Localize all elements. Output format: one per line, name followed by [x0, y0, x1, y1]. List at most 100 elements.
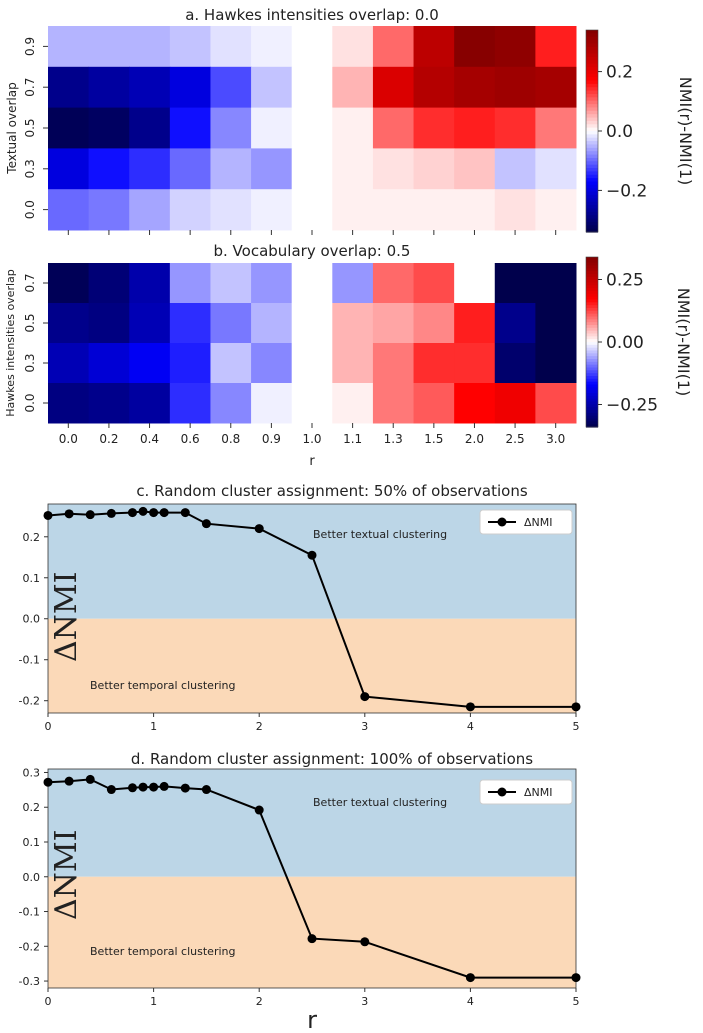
heatmap-cell: [372, 66, 415, 109]
colorbar-segment: [586, 87, 598, 92]
colorbar-segment: [586, 124, 598, 129]
colorbar-segment: [586, 73, 598, 78]
heatmap-cell: [535, 343, 577, 384]
colorbar-segment: [586, 387, 598, 391]
heatmap-cell: [372, 303, 415, 344]
y-tick-label: 0.3: [23, 353, 37, 372]
colorbar-segment: [586, 56, 598, 61]
colorbar-segment: [586, 46, 598, 51]
colorbar-segment: [586, 381, 598, 386]
legend-label: ΔNMI: [524, 516, 553, 529]
heatmap-cell: [48, 303, 90, 344]
x-tick-label: 5: [573, 995, 580, 1008]
heatmap-cell: [332, 148, 374, 190]
colorbar-segment: [586, 141, 598, 146]
heatmap-cell: [494, 148, 536, 190]
colorbar-segment: [586, 60, 598, 65]
colorbar-segment: [586, 308, 598, 312]
heatmap-cell: [169, 383, 211, 424]
heatmap-cell: [413, 303, 455, 344]
data-point: [138, 506, 148, 516]
y-tick-label: 0.0: [23, 393, 37, 412]
colorbar-segment: [586, 265, 598, 269]
heatmap-cell: [454, 26, 496, 68]
colorbar-tick-label: 0.2: [606, 63, 633, 83]
x-tick-label: 2.5: [506, 432, 525, 446]
heatmap-cell: [129, 383, 171, 424]
heatmap-cell: [535, 383, 577, 424]
heatmap-cell: [494, 263, 536, 304]
colorbar-segment: [586, 398, 598, 403]
heatmap-cell: [291, 26, 333, 68]
heatmap-cell: [88, 343, 130, 384]
x-tick-label: 0.0: [59, 432, 78, 446]
data-point: [180, 783, 190, 793]
heatmap-cell: [210, 383, 252, 424]
heatmap-cell: [129, 148, 171, 190]
heatmap-cell: [413, 383, 455, 424]
heatmap-cell: [291, 107, 333, 149]
colorbar-segment: [586, 404, 598, 408]
heatmap-cell: [48, 26, 90, 68]
x-axis-label: r: [307, 1006, 317, 1033]
data-point: [43, 510, 53, 520]
y-tick-label: 0.2: [23, 801, 41, 814]
data-point: [127, 783, 137, 793]
data-point: [149, 782, 159, 792]
heatmap-cell: [251, 107, 293, 149]
colorbar-segment: [586, 131, 598, 135]
colorbar-segment: [586, 161, 598, 166]
legend-label: ΔNMI: [524, 786, 553, 799]
colorbar-segment: [586, 412, 598, 417]
heatmap-cell: [454, 189, 496, 231]
heatmap-panel-b: b. Vocabulary overlap: 0.5 0.7 0.5 0.3 0.0 0.…: [4, 242, 693, 469]
colorbar-segment: [586, 218, 598, 223]
heatmap-cell: [129, 107, 171, 149]
heatmap-cell: [251, 383, 293, 424]
x-tick-label: 0.9: [262, 432, 281, 446]
colorbar-segment: [586, 67, 598, 71]
y-tick-label: -0.1: [19, 906, 40, 919]
heatmap-cell: [210, 263, 252, 304]
heatmap-cell: [169, 303, 211, 344]
data-point: [465, 702, 475, 712]
heatmap-cell: [535, 189, 577, 231]
colorbar-label: NMI(r)-NMI(1): [674, 288, 693, 396]
x-tick-label: 0: [45, 720, 52, 733]
heatmap-cell: [535, 26, 577, 68]
heatmap-cell: [413, 26, 455, 68]
colorbar-segment: [586, 33, 598, 38]
annotation-better-temporal: Better temporal clustering: [90, 679, 235, 692]
chart-title: b. Vocabulary overlap: 0.5: [214, 242, 411, 260]
colorbar-segment: [586, 347, 598, 352]
plot-frame: [47, 768, 577, 989]
annotation-better-temporal: Better temporal clustering: [90, 945, 235, 958]
heatmap-cell: [332, 303, 374, 344]
heatmap-cell: [48, 66, 90, 109]
legend-box: [479, 509, 573, 535]
data-point: [43, 777, 53, 787]
colorbar-segment: [586, 151, 598, 156]
colorbar-label: NMI(r)-NMI(1): [676, 77, 695, 185]
heatmap-cell: [372, 148, 415, 190]
y-tick-label: 0.0: [23, 613, 41, 626]
data-point: [149, 508, 159, 518]
heatmap-cell: [535, 66, 577, 109]
colorbar-segment: [586, 293, 598, 298]
colorbar-segment: [586, 36, 598, 41]
heatmap-cell: [332, 26, 374, 68]
x-tick-label: 1: [150, 995, 157, 1008]
heatmap-cell: [454, 263, 496, 304]
heatmap-cell: [251, 303, 293, 344]
colorbar-segment: [586, 110, 598, 115]
heatmap-cell: [251, 66, 293, 109]
colorbar-segment: [586, 274, 598, 278]
colorbar-segment: [586, 147, 598, 152]
heatmap-cell: [454, 107, 496, 149]
heatmap-cell: [129, 189, 171, 231]
x-tick-label: 0.2: [99, 432, 118, 446]
y-tick-label: -0.3: [19, 975, 40, 988]
colorbar-segment: [586, 215, 598, 220]
x-tick-label: 0.6: [181, 432, 200, 446]
y-tick-label: 0.5: [23, 313, 37, 332]
